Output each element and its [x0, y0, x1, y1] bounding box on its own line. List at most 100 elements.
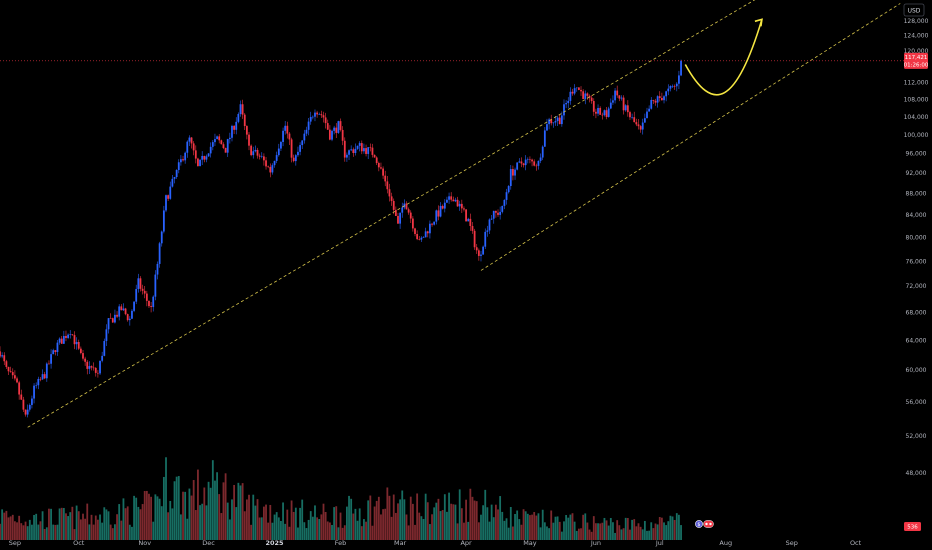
candle-2024-10-04 [84, 358, 87, 362]
candle-2025-03-07 [411, 218, 414, 229]
y-tick-label: 52,000 [906, 433, 927, 440]
candle-2025-03-10 [418, 239, 421, 240]
volume-bar-2024-11-23 [190, 495, 193, 540]
forecast-arrow-curve[interactable] [684, 19, 763, 96]
volume-bar-2024-09-08 [28, 519, 31, 540]
candle-2024-10-25 [128, 318, 131, 321]
volume-bar-2025-01-01 [273, 514, 276, 540]
candle-2025-02-01 [339, 121, 342, 130]
volume-bar-2025-06-19 [633, 519, 636, 540]
candle-2024-10-16 [109, 318, 112, 319]
volume-bar-2024-11-16 [175, 476, 178, 540]
candle-2025-06-12 [618, 95, 621, 99]
volume-bar-2024-09-06 [24, 521, 27, 540]
candle-2024-10-07 [90, 366, 93, 368]
dollar-circle-icon[interactable]: $ [695, 520, 703, 528]
volume-bar-2024-09-29 [73, 529, 76, 540]
volume-bar-2024-10-01 [77, 511, 80, 540]
candle-2025-04-30 [526, 159, 529, 160]
candle-2025-04-12 [488, 219, 491, 231]
candle-2025-06-11 [616, 90, 619, 96]
candle-2024-08-31 [11, 372, 14, 376]
volume-bar-2024-10-11 [99, 514, 101, 540]
candle-2025-05-07 [541, 146, 544, 158]
candle-2024-08-25 [0, 351, 1, 357]
calendar-flag-icon[interactable] [703, 520, 714, 528]
volume-bar-2025-05-05 [537, 513, 540, 540]
volume-bar-2025-06-14 [622, 528, 625, 540]
volume-bar-2025-02-13 [365, 521, 367, 540]
candle-2025-05-12 [552, 122, 555, 124]
volume-bar-2025-01-15 [303, 522, 306, 540]
volume-bar-2024-10-06 [88, 524, 91, 540]
candle-2025-04-08 [480, 254, 482, 256]
volume-bar-2024-12-20 [248, 494, 250, 540]
y-tick-label: 72,000 [906, 283, 927, 290]
time-axis[interactable]: Sep Oct Nov Dec 2025 Feb Mar Apr May Jun Jul Aug Sep… [9, 539, 862, 547]
volume-bar-2025-03-11 [420, 516, 423, 540]
volume-bar-2025-01-26 [326, 521, 329, 540]
candle-2024-08-27 [3, 355, 6, 362]
candle-2024-10-02 [79, 348, 82, 354]
candle-2025-06-09 [612, 100, 614, 103]
candle-2024-12-21 [250, 145, 253, 156]
candle-2025-07-08 [673, 86, 676, 87]
candle-2024-10-24 [126, 314, 129, 321]
candle-2025-03-13 [424, 231, 427, 238]
candle-2024-12-02 [209, 146, 212, 154]
volume-bar-2025-03-17 [433, 507, 436, 540]
currency-label[interactable]: USD [903, 3, 925, 17]
drawings[interactable] [0, 0, 904, 428]
candle-2025-05-06 [539, 157, 542, 161]
volume-bar-2025-07-05 [667, 521, 670, 540]
candle-2025-01-17 [307, 121, 310, 130]
volume-bar-2024-10-25 [128, 524, 131, 540]
candle-2025-07-07 [671, 86, 674, 87]
volume-bar-2025-03-18 [435, 502, 438, 540]
candle-2024-10-29 [137, 278, 140, 289]
volume-bar-2024-10-15 [107, 511, 110, 540]
volume-bar-2024-12-30 [269, 504, 272, 540]
currency-label-text: USD [908, 8, 921, 15]
candle-2025-04-17 [499, 211, 502, 215]
volume-bar-2024-12-24 [256, 499, 259, 540]
volume-bar-2024-10-18 [114, 524, 116, 540]
volume-bar-2024-09-01 [13, 521, 16, 540]
candle-2025-03-20 [439, 205, 442, 217]
volume-bar-2024-11-20 [184, 491, 187, 540]
volume-bar-2025-01-30 [335, 506, 338, 540]
candle-2024-12-07 [220, 140, 223, 145]
volume-bar-2025-06-11 [616, 520, 619, 540]
candle-2025-01-30 [335, 127, 338, 133]
candle-2024-10-13 [103, 340, 106, 356]
volume-bar-2025-02-06 [350, 498, 353, 540]
y-tick-label: 108,000 [904, 96, 929, 103]
volume-bar-2024-11-19 [182, 491, 184, 540]
volume-bar-2024-11-28 [201, 503, 204, 540]
candle-2025-06-22 [639, 126, 642, 130]
volume-bar-2025-01-13 [299, 507, 301, 540]
candle-2025-04-05 [473, 230, 476, 248]
volume-bar-2024-11-04 [150, 496, 153, 540]
candle-2025-02-13 [365, 148, 367, 154]
volume-bar-2025-05-13 [554, 516, 557, 540]
volume-bar-2024-09-04 [20, 523, 23, 540]
volume-bar-2025-05-22 [573, 521, 576, 540]
volume-bar-2025-03-14 [426, 502, 429, 540]
volume-bar-2025-02-14 [367, 500, 370, 540]
candle-2025-04-18 [501, 205, 504, 212]
volume-bar-2024-11-03 [148, 493, 150, 540]
channel-line-lower[interactable] [480, 3, 901, 271]
candle-2025-02-23 [386, 181, 389, 190]
volume-bar-2024-09-09 [31, 524, 33, 540]
candle-2024-09-23 [60, 338, 63, 344]
candle-2024-09-27 [69, 334, 72, 335]
volume-bar-2025-02-10 [358, 508, 361, 540]
candle-2025-02-26 [392, 200, 395, 210]
volume-bar-2025-02-04 [346, 506, 348, 540]
candle-2024-09-18 [50, 354, 52, 364]
candle-2024-10-18 [114, 314, 116, 323]
volume-bar-2024-11-13 [169, 500, 172, 540]
price-axis[interactable]: 48,000 52,000 56,000 60,000 64,000 68,000 72,0… [904, 18, 929, 477]
